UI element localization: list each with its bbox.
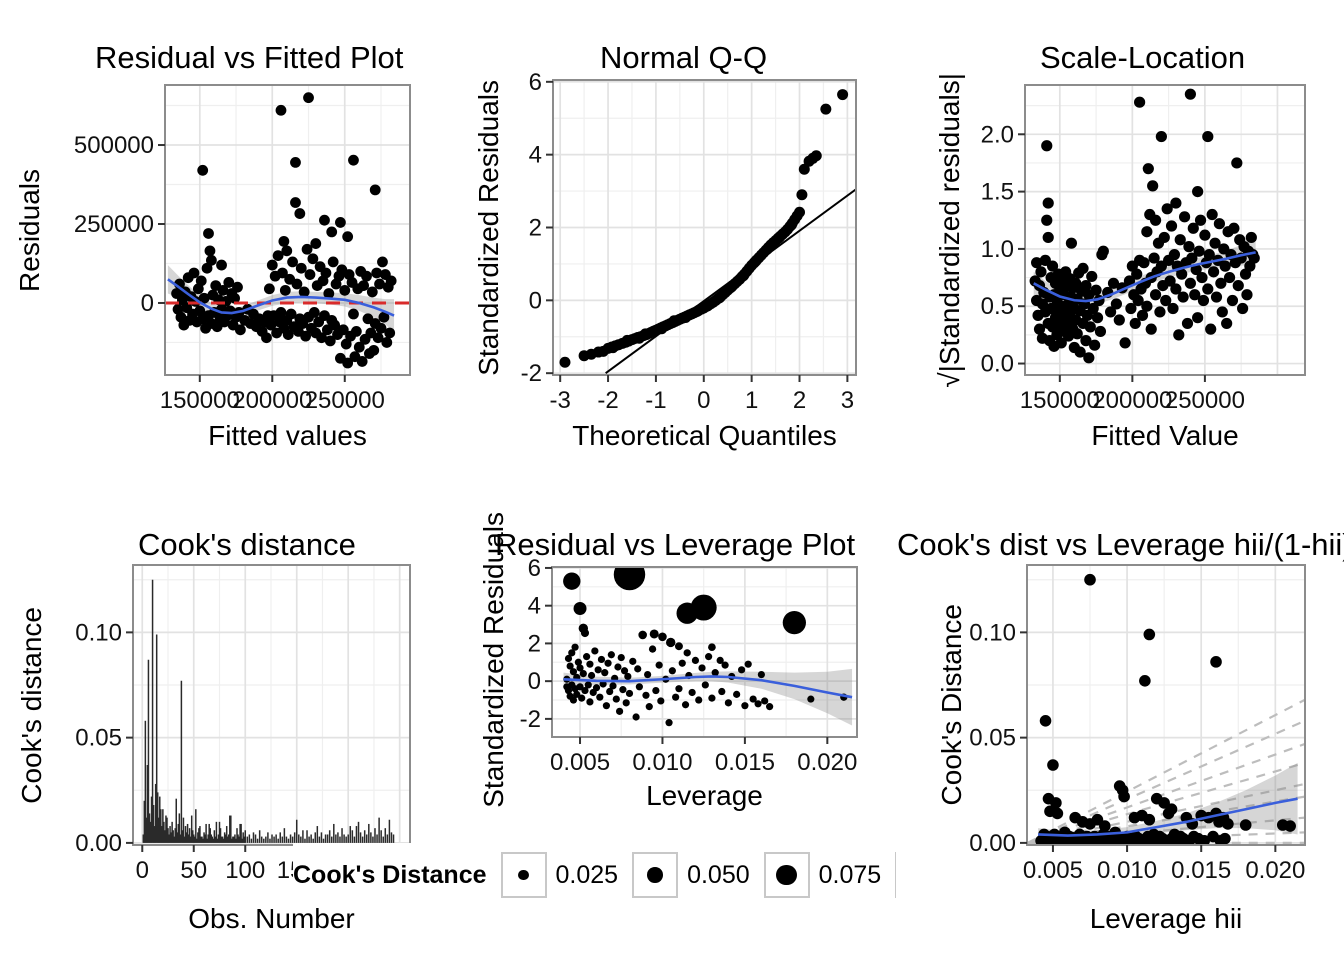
svg-text:0.015: 0.015 (1171, 857, 1231, 884)
svg-text:500000: 500000 (74, 132, 154, 159)
legend-key-box (500, 852, 547, 898)
svg-text:3: 3 (841, 387, 854, 414)
legend-key-box (632, 852, 679, 898)
cooks-distance-size-legend: Cook's Distance 0.025 0.050 0.075 (293, 843, 896, 907)
svg-text:250000: 250000 (74, 211, 154, 238)
svg-text:0.10: 0.10 (969, 619, 1016, 646)
residual-vs-leverage-plot-area: 0.005 0.010 0.015 0.020 -2 0 2 4 6 (520, 555, 858, 776)
panel-title: Cook's dist vs Leverage hii/(1-hii) (897, 527, 1344, 562)
svg-text:4: 4 (529, 142, 542, 169)
legend-key-box (763, 852, 810, 898)
svg-text:0.005: 0.005 (1023, 857, 1083, 884)
panel-residual-vs-fitted: Residuals 150000 200000 250000 0 250000 50000… (0, 0, 448, 480)
svg-text:2: 2 (528, 630, 541, 657)
svg-text:0: 0 (136, 857, 149, 884)
svg-text:-2: -2 (520, 706, 541, 733)
x-axis-label: Fitted values (208, 420, 367, 451)
svg-text:0.020: 0.020 (797, 749, 857, 776)
svg-text:200000: 200000 (1092, 387, 1172, 414)
normal-qq-plot-area: -3 -2 -1 0 1 2 3 -2 0 2 4 6 (521, 69, 857, 414)
svg-text:250000: 250000 (305, 387, 385, 414)
svg-text:0.010: 0.010 (632, 749, 692, 776)
svg-text:-2: -2 (521, 360, 542, 387)
svg-text:0: 0 (141, 290, 154, 317)
panel-residual-vs-leverage: Standardized Residuals 0.005 0.010 0.015 0.… (448, 480, 896, 960)
svg-text:0.010: 0.010 (1097, 857, 1157, 884)
svg-text:-2: -2 (597, 387, 618, 414)
x-axis-label: Theoretical Quantiles (572, 420, 837, 451)
legend-title: Cook's Distance (293, 860, 487, 889)
svg-text:-1: -1 (645, 387, 666, 414)
panel-title: Normal Q-Q (600, 40, 768, 75)
legend-key-value: 0.075 (818, 860, 882, 889)
svg-text:50: 50 (180, 857, 207, 884)
svg-text:4: 4 (528, 593, 541, 620)
svg-text:0.0: 0.0 (981, 351, 1014, 378)
panel-title: Residual vs Fitted Plot (95, 40, 404, 75)
panel-scale-location: √|Standardized residuals| 150000 200000 25… (896, 0, 1344, 480)
svg-text:2: 2 (529, 215, 542, 242)
legend-key-value: 0.025 (555, 860, 619, 889)
svg-text:150000: 150000 (160, 387, 240, 414)
svg-text:-3: -3 (550, 387, 571, 414)
svg-text:2.0: 2.0 (981, 121, 1014, 148)
svg-text:200000: 200000 (232, 387, 312, 414)
cooks-dist-vs-leverage-plot-area: 0.005 0.010 0.015 0.020 0.00 0.05 0.10 (969, 564, 1306, 884)
x-axis-label: Leverage (646, 780, 763, 811)
svg-text:0.00: 0.00 (969, 830, 1016, 857)
x-axis-label: Leverage hii (1089, 903, 1243, 934)
x-axis-label: Fitted Value (1091, 420, 1239, 451)
panel-normal-qq: Standardized Residuals -3 -2 -1 0 1 2 3 -2 0 2 4 6 … (448, 0, 896, 480)
panel-cooks-dist-vs-leverage: Cook's Distance 0.005 0.010 0.015 0.020 0.00… (896, 480, 1344, 960)
legend-dot-icon (647, 867, 663, 883)
svg-text:1.5: 1.5 (981, 179, 1014, 206)
svg-text:6: 6 (529, 69, 542, 96)
svg-text:0: 0 (528, 668, 541, 695)
svg-text:0: 0 (697, 387, 710, 414)
svg-text:0.5: 0.5 (981, 293, 1014, 320)
legend-key-value: 0.050 (687, 860, 750, 889)
panel-title: Residual vs Leverage Plot (495, 527, 856, 562)
legend-dot-icon (776, 864, 798, 886)
svg-text:2: 2 (793, 387, 806, 414)
cooks-distance-plot-area: 0501001500.000.050.10 (75, 564, 411, 884)
x-axis-label: Obs. Number (188, 903, 355, 934)
svg-text:0.05: 0.05 (75, 725, 122, 752)
svg-text:1.0: 1.0 (981, 236, 1014, 263)
svg-text:150000: 150000 (1020, 387, 1100, 414)
panel-title: Cook's distance (138, 527, 356, 562)
svg-text:100: 100 (225, 857, 265, 884)
panel-title: Scale-Location (1040, 40, 1246, 75)
legend-dot-icon (518, 869, 529, 881)
svg-text:0.015: 0.015 (715, 749, 775, 776)
svg-text:0.005: 0.005 (550, 749, 610, 776)
svg-text:0.10: 0.10 (75, 619, 122, 646)
panel-cooks-distance: Cook's distance 0501001500.000.050.10 Co… (0, 480, 448, 960)
svg-text:0.00: 0.00 (75, 830, 122, 857)
svg-text:0.05: 0.05 (969, 725, 1016, 752)
svg-text:250000: 250000 (1165, 387, 1245, 414)
legend-key-box (895, 852, 896, 898)
svg-text:1: 1 (745, 387, 758, 414)
svg-text:6: 6 (528, 555, 541, 582)
svg-text:0.020: 0.020 (1245, 857, 1305, 884)
svg-text:0: 0 (529, 287, 542, 314)
